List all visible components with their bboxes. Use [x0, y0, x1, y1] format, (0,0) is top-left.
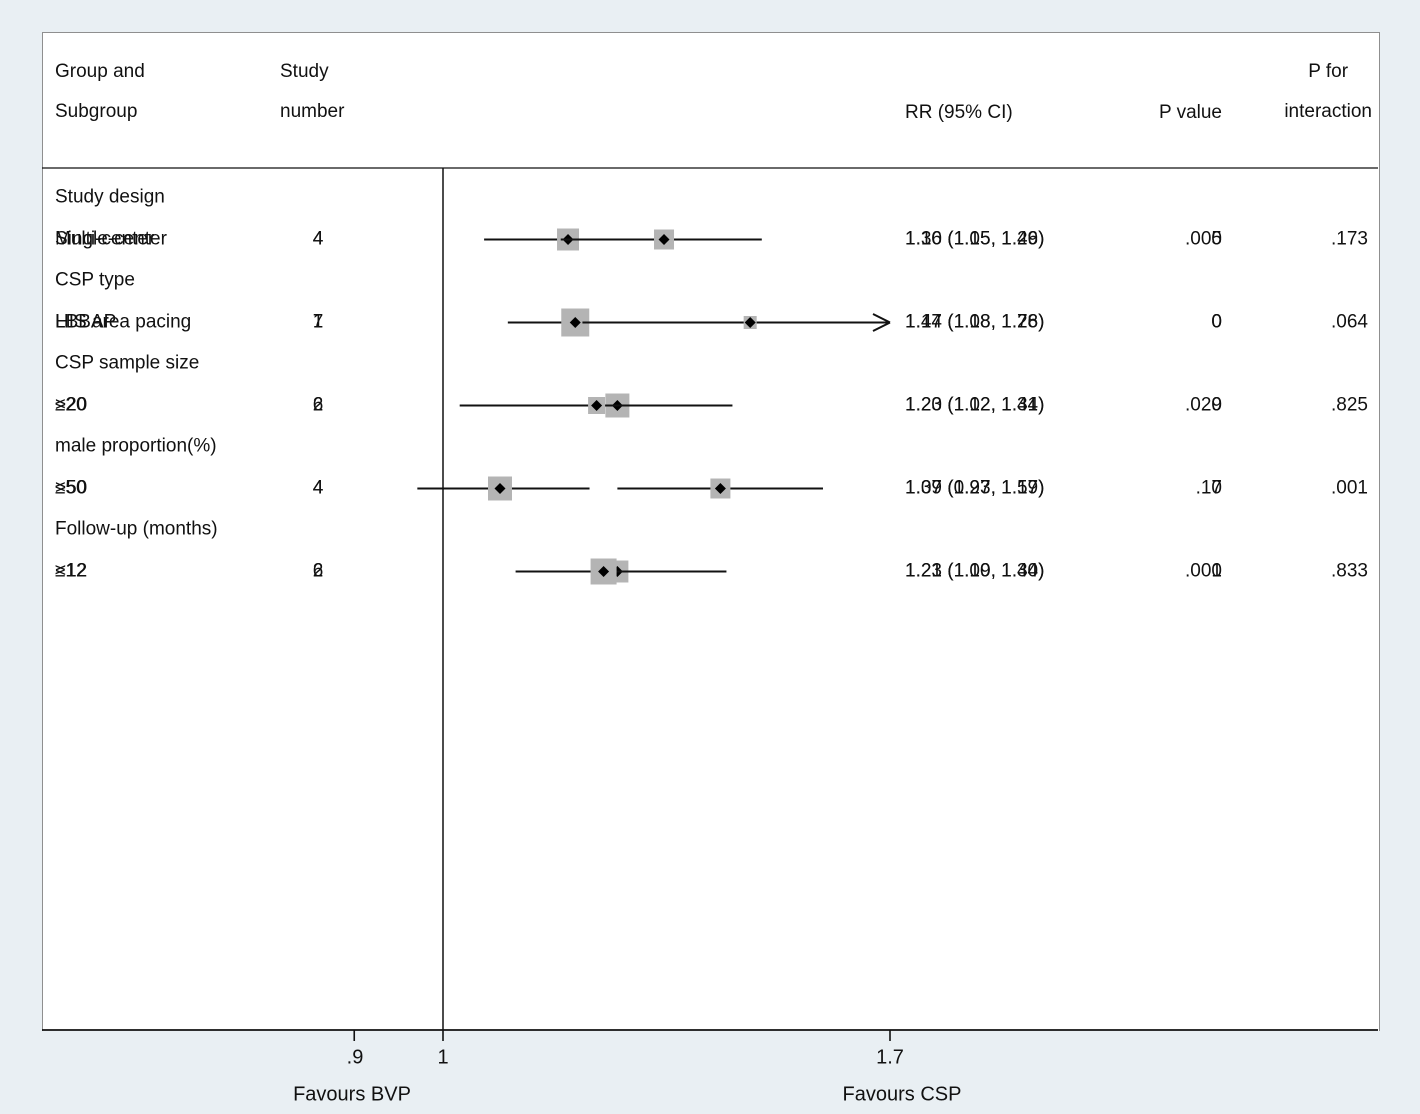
- rr-ci-text: 1.39 (1.23, 1.57): [905, 477, 1045, 499]
- p-interaction: .173: [1331, 228, 1368, 250]
- header-pint-line1: P for: [1308, 61, 1349, 82]
- header-p-label: P value: [1158, 102, 1222, 123]
- subgroup-label: ≤20: [55, 394, 87, 416]
- p-value: 0: [1211, 394, 1222, 416]
- rr-ci-text: 1.23 (1.12, 1.34): [905, 394, 1045, 416]
- study-number: 1: [312, 311, 324, 333]
- favours-right-label: Favours CSP: [842, 1083, 962, 1106]
- header-group-line2: Subgroup: [55, 100, 138, 122]
- p-value: 0: [1211, 311, 1222, 333]
- study-number: 4: [312, 228, 324, 250]
- study-number: 6: [312, 560, 324, 582]
- study-number: 4: [312, 477, 324, 499]
- p-interaction: .001: [1331, 477, 1368, 499]
- header-study-line2: number: [280, 100, 345, 122]
- subgroup-label: ≤50: [55, 477, 87, 499]
- p-value: 0: [1211, 477, 1222, 499]
- x-tick-1.7: 1.7: [876, 1046, 904, 1069]
- x-tick-1: 1: [437, 1046, 449, 1069]
- rr-ci-text: 1.17 (1.08, 1.28): [905, 311, 1045, 333]
- rr-ci-text: 1.30 (1.15, 1.46): [905, 228, 1045, 250]
- rr-ci-text: 1.07 (0.97, 1.19): [905, 477, 1045, 499]
- p-value: 0: [1211, 311, 1222, 333]
- header-pint-line2: interaction: [1284, 100, 1372, 122]
- p-value: .001: [1185, 560, 1222, 582]
- subgroup-label: >20: [55, 394, 88, 416]
- p-interaction: .064: [1331, 311, 1368, 333]
- subgroup-label: <12: [55, 560, 88, 582]
- study-number: 2: [312, 394, 324, 416]
- group-header-label: CSP sample size: [55, 352, 200, 374]
- rr-ci-text: 1.44 (1.18, 1.76): [905, 311, 1045, 333]
- subgroup-label: Multi-center: [55, 228, 155, 250]
- study-number: 6: [312, 394, 324, 416]
- p-value: 0: [1211, 228, 1222, 250]
- header-rr-label: RR (95% CI): [905, 102, 1013, 123]
- rr-ci-text: 1.16 (1.05, 1.29): [905, 228, 1045, 250]
- rr-ci-text: 1.21 (1.10, 1.34): [905, 560, 1045, 582]
- p-value: 0: [1211, 560, 1222, 582]
- subgroup-label: ≥12: [55, 560, 87, 582]
- group-header-label: male proportion(%): [55, 435, 217, 457]
- column-header-rr: RR (95% CI): [905, 102, 1013, 124]
- group-header-label: Study design: [55, 186, 165, 208]
- plot-panel: [42, 32, 1380, 1031]
- p-value: .005: [1185, 228, 1222, 250]
- subgroup-label: >50: [55, 477, 88, 499]
- study-number: 4: [312, 477, 324, 499]
- p-interaction: .825: [1331, 394, 1368, 416]
- p-interaction: .833: [1331, 560, 1368, 582]
- study-number: 7: [312, 311, 324, 333]
- group-header-label: Follow-up (months): [55, 518, 218, 540]
- x-tick-0.9: .9: [346, 1046, 364, 1069]
- study-number: 2: [312, 560, 324, 582]
- rr-ci-text: 1.20 (1.02, 1.41): [905, 394, 1045, 416]
- study-number: 4: [312, 228, 324, 250]
- header-study-line1: Study: [280, 61, 329, 82]
- rr-ci-text: 1.23 (1.09, 1.40): [905, 560, 1045, 582]
- subgroup-label: LBBAP: [55, 311, 117, 333]
- group-header-label: CSP type: [55, 269, 135, 291]
- column-header-study-number: Study number: [280, 61, 345, 123]
- p-value: .17: [1195, 477, 1222, 499]
- header-group-line1: Group and: [55, 61, 145, 82]
- subgroup-label: HIS area pacing: [55, 311, 192, 333]
- column-header-p-interaction: P for interaction: [1284, 61, 1372, 123]
- subgroup-label: Single-center: [55, 228, 167, 250]
- column-header-group: Group and Subgroup: [55, 61, 145, 123]
- p-value: .029: [1185, 394, 1222, 416]
- column-header-p-value: P value: [1158, 102, 1222, 124]
- favours-left-label: Favours BVP: [293, 1083, 411, 1106]
